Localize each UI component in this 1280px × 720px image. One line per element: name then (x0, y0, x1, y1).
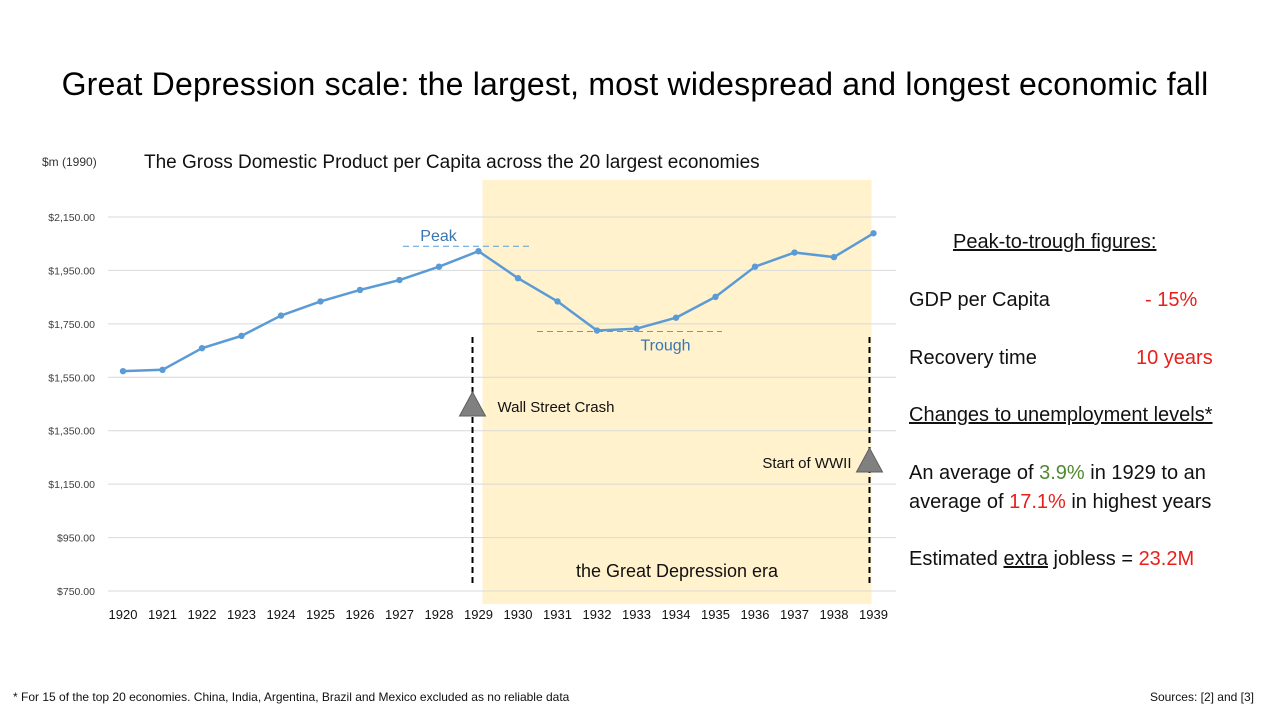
data-point (633, 325, 640, 332)
x-tick-label: 1934 (662, 607, 691, 622)
data-point (119, 367, 127, 375)
extra-jobless-start: Estimated (909, 548, 1004, 570)
unemployment-line-1: An average of 3.9% in 1929 to an (909, 462, 1206, 485)
x-tick-label: 1929 (464, 607, 493, 622)
x-tick-label: 1931 (543, 607, 572, 622)
unemployment-1929-value: 3.9% (1039, 462, 1085, 484)
data-point (712, 293, 719, 301)
data-point (475, 247, 482, 255)
x-tick-label: 1938 (820, 607, 849, 622)
y-tick-label: $750.00 (57, 586, 95, 598)
y-tick-label: $1,550.00 (48, 372, 95, 384)
footnote: * For 15 of the top 20 economies. China,… (13, 690, 570, 704)
data-point (554, 298, 561, 305)
recovery-time-value: 10 years (1136, 347, 1213, 369)
data-point (356, 286, 364, 294)
data-point (593, 327, 601, 334)
unemployment-line-2: average of 17.1% in highest years (909, 491, 1211, 514)
gdp-per-capita-label: GDP per Capita (909, 289, 1050, 311)
y-tick-label: $1,350.00 (48, 426, 95, 438)
extra-jobless-emphasis: extra (1003, 548, 1048, 570)
data-point (435, 263, 443, 270)
recovery-time-label: Recovery time (909, 347, 1037, 369)
unemployment-heading: Changes to unemployment levels* (909, 404, 1213, 426)
y-tick-label: $1,950.00 (48, 265, 95, 277)
unemployment-peak-value: 17.1% (1009, 491, 1066, 513)
event-marker-triangle-icon (458, 390, 487, 417)
unemployment-line-2-start: average of (909, 491, 1010, 513)
x-tick-label: 1936 (741, 607, 770, 622)
unemployment-line-2-end: in highest years (1065, 491, 1212, 513)
data-point (396, 276, 403, 284)
y-axis-unit-label: $m (1990) (42, 155, 97, 169)
data-point (514, 274, 522, 282)
x-tick-label: 1926 (346, 607, 375, 622)
data-point (238, 332, 245, 340)
x-tick-label: 1924 (267, 607, 296, 622)
extra-jobless-value: 23.2M (1138, 548, 1195, 570)
trough-label: Trough (640, 338, 690, 355)
y-tick-label: $950.00 (57, 533, 95, 545)
extra-jobless-line: Estimated extra jobless = 23.2M (909, 548, 1194, 571)
data-point (870, 230, 877, 237)
x-tick-label: 1937 (780, 607, 809, 622)
x-tick-label: 1930 (504, 607, 533, 622)
x-tick-label: 1939 (859, 607, 888, 622)
event-marker-triangle-icon (855, 446, 884, 473)
x-tick-label: 1920 (109, 607, 138, 622)
unemployment-line-1-end: in 1929 to an (1084, 462, 1206, 484)
x-tick-label: 1925 (306, 607, 335, 622)
slide-title: Great Depression scale: the largest, mos… (61, 66, 1209, 102)
data-point (751, 263, 759, 270)
x-tick-label: 1928 (425, 607, 454, 622)
data-point (791, 249, 798, 256)
x-tick-label: 1935 (701, 607, 730, 622)
chart-title: The Gross Domestic Product per Capita ac… (144, 152, 760, 173)
x-tick-label: 1933 (622, 607, 651, 622)
unemployment-line-1-start: An average of (909, 462, 1040, 484)
panel-heading: Peak-to-trough figures: (953, 231, 1157, 253)
x-tick-label: 1922 (188, 607, 217, 622)
era-label: the Great Depression era (576, 561, 779, 581)
x-tick-label: 1921 (148, 607, 177, 622)
event-label: Wall Street Crash (498, 399, 615, 416)
y-tick-label: $2,150.00 (48, 212, 95, 224)
data-point (672, 314, 680, 321)
data-point (198, 344, 206, 352)
data-point (830, 253, 838, 261)
event-label: Start of WWII (762, 455, 851, 472)
extra-jobless-middle: jobless = (1047, 548, 1139, 570)
gdp-series-line (122, 232, 875, 373)
data-point (277, 312, 285, 319)
data-point (317, 298, 324, 305)
x-tick-label: 1932 (583, 607, 612, 622)
y-tick-label: $1,150.00 (48, 479, 95, 491)
data-point (159, 366, 166, 374)
x-tick-label: 1927 (385, 607, 414, 622)
y-tick-label: $1,750.00 (48, 319, 95, 331)
great-depression-shaded-region (482, 180, 872, 604)
peak-label: Peak (420, 228, 457, 245)
sources-note: Sources: [2] and [3] (1149, 690, 1254, 704)
x-tick-label: 1923 (227, 607, 256, 622)
gdp-per-capita-value: - 15% (1145, 289, 1198, 311)
